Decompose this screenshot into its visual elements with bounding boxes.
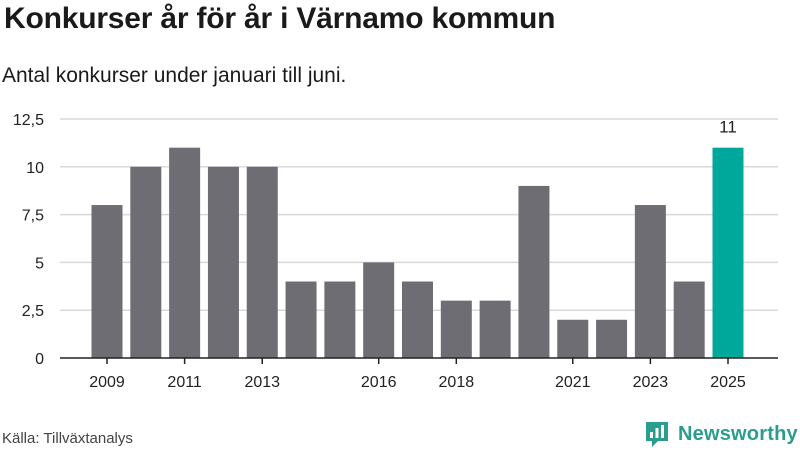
y-tick-label: 2,5 <box>22 303 44 320</box>
chart-title: Konkurser år för år i Värnamo kommun <box>4 2 556 35</box>
y-tick-label: 12,5 <box>13 112 44 129</box>
bar-2013 <box>246 166 278 358</box>
source-note: Källa: Tillväxtanalys <box>2 430 133 447</box>
bar-chart: 0 2,5 5 7,5 10 12,5 2009 2011 2013 2016 2018 2021 20… <box>13 112 778 391</box>
bar-2016 <box>363 262 395 358</box>
bar-2015 <box>324 281 356 358</box>
bar-2017 <box>402 281 433 358</box>
x-tick-label: 2023 <box>633 374 669 391</box>
x-tick-label: 2025 <box>710 374 746 391</box>
x-tick-label: 2009 <box>89 374 125 391</box>
brand-name: Newsworthy <box>678 422 798 445</box>
x-tick-label: 2018 <box>439 374 475 391</box>
x-tick-label: 2013 <box>244 374 280 391</box>
y-tick-label: 7,5 <box>22 208 44 225</box>
bar-2009 <box>91 205 123 358</box>
bar-2019 <box>479 300 511 358</box>
data-label: 11 <box>719 118 737 137</box>
newsworthy-logo-icon <box>646 422 668 447</box>
y-tick-label: 5 <box>35 255 44 272</box>
brand-logo: Newsworthy <box>644 420 798 448</box>
bar-2010 <box>130 166 162 358</box>
x-tick-label: 2016 <box>361 374 397 391</box>
bar-2025 <box>712 147 744 358</box>
bar-2020 <box>518 185 550 358</box>
bar-2012 <box>207 166 239 358</box>
bar-2023 <box>634 205 666 358</box>
x-tick-label: 2021 <box>555 374 591 391</box>
bar-2024 <box>673 281 705 358</box>
bar-2021 <box>557 319 589 358</box>
bar-2022 <box>596 319 628 358</box>
y-tick-label: 10 <box>26 160 44 177</box>
y-tick-label: 0 <box>35 351 44 368</box>
bar-2011 <box>169 147 201 358</box>
bar-2014 <box>285 281 317 358</box>
x-tick-label: 2011 <box>167 374 202 391</box>
chart-subtitle: Antal konkurser under januari till juni. <box>2 64 347 87</box>
bar-2018 <box>440 300 472 358</box>
